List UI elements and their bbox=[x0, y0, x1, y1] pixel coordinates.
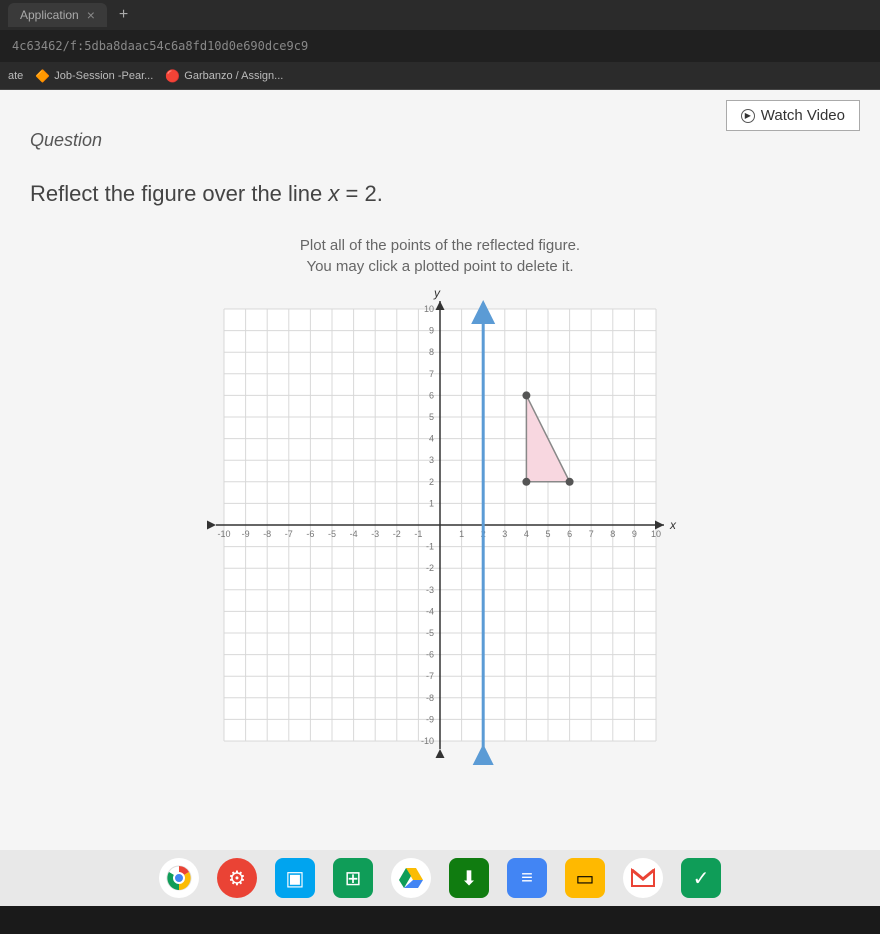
svg-text:-5: -5 bbox=[426, 628, 434, 638]
docs-icon[interactable]: ≡ bbox=[507, 858, 547, 898]
bookmark-icon: 🔴 bbox=[165, 69, 180, 83]
watch-video-button[interactable]: ▶ Watch Video bbox=[726, 100, 860, 131]
bookmark-item[interactable]: 🔶 Job-Session -Pear... bbox=[35, 69, 153, 83]
svg-text:-10: -10 bbox=[217, 529, 230, 539]
svg-text:9: 9 bbox=[429, 326, 434, 336]
browser-tab-bar: Application × + bbox=[0, 0, 880, 30]
question-prefix: Reflect the figure over the line bbox=[30, 181, 328, 206]
svg-text:-8: -8 bbox=[263, 529, 271, 539]
svg-text:3: 3 bbox=[429, 455, 434, 465]
question-variable: x bbox=[328, 181, 339, 206]
svg-text:9: 9 bbox=[632, 529, 637, 539]
close-icon[interactable]: × bbox=[87, 7, 95, 23]
question-equals: = bbox=[339, 181, 364, 206]
bookmark-label: ate bbox=[8, 70, 23, 82]
tab-title: Application bbox=[20, 8, 79, 22]
store-icon[interactable]: ⬇ bbox=[449, 858, 489, 898]
svg-text:-4: -4 bbox=[426, 606, 434, 616]
question-text: Reflect the figure over the line x = 2. bbox=[30, 181, 850, 207]
svg-text:-3: -3 bbox=[371, 529, 379, 539]
question-suffix: . bbox=[377, 181, 383, 206]
svg-text:-6: -6 bbox=[426, 650, 434, 660]
watch-video-label: Watch Video bbox=[761, 107, 845, 124]
bookmark-label: Garbanzo / Assign... bbox=[184, 70, 283, 82]
svg-text:2: 2 bbox=[429, 477, 434, 487]
chart-container: -10 -9 -8 -7 -6 -5 -4 -3 -2 -1 1 2 3 4 5 6 7 8 9 10 -10 -9 -8 -… bbox=[30, 285, 850, 765]
question-value: 2 bbox=[364, 181, 376, 206]
bookmarks-bar: ate 🔶 Job-Session -Pear... 🔴 Garbanzo / … bbox=[0, 62, 880, 90]
instructions: Plot all of the points of the reflected … bbox=[30, 235, 850, 277]
svg-text:3: 3 bbox=[502, 529, 507, 539]
instruction-line: You may click a plotted point to delete … bbox=[30, 256, 850, 277]
svg-text:1: 1 bbox=[459, 529, 464, 539]
svg-text:-2: -2 bbox=[426, 563, 434, 573]
svg-text:-1: -1 bbox=[426, 542, 434, 552]
question-label: Question bbox=[30, 130, 850, 151]
settings-icon[interactable]: ⚙ bbox=[217, 858, 257, 898]
instruction-line: Plot all of the points of the reflected … bbox=[30, 235, 850, 256]
svg-text:-9: -9 bbox=[242, 529, 250, 539]
svg-text:y: y bbox=[433, 286, 441, 300]
url-text: 4c63462/f:5dba8daac54c6a8fd10d0e690dce9c… bbox=[12, 39, 308, 53]
svg-text:-2: -2 bbox=[393, 529, 401, 539]
svg-text:-3: -3 bbox=[426, 585, 434, 595]
svg-text:-7: -7 bbox=[426, 671, 434, 681]
bookmark-item[interactable]: ate bbox=[8, 70, 23, 82]
svg-text:7: 7 bbox=[429, 369, 434, 379]
svg-text:6: 6 bbox=[429, 390, 434, 400]
bookmark-icon: 🔶 bbox=[35, 69, 50, 83]
svg-text:8: 8 bbox=[610, 529, 615, 539]
svg-text:x: x bbox=[669, 518, 677, 532]
bookmark-label: Job-Session -Pear... bbox=[54, 70, 153, 82]
svg-text:5: 5 bbox=[429, 412, 434, 422]
files-icon[interactable]: ⊞ bbox=[333, 858, 373, 898]
svg-text:10: 10 bbox=[651, 529, 661, 539]
url-bar[interactable]: 4c63462/f:5dba8daac54c6a8fd10d0e690dce9c… bbox=[0, 30, 880, 62]
svg-text:8: 8 bbox=[429, 347, 434, 357]
explorer-icon[interactable]: ▭ bbox=[565, 858, 605, 898]
svg-text:-5: -5 bbox=[328, 529, 336, 539]
svg-text:-9: -9 bbox=[426, 714, 434, 724]
svg-text:6: 6 bbox=[567, 529, 572, 539]
svg-text:7: 7 bbox=[589, 529, 594, 539]
content-area: ▶ Watch Video Question Reflect the figur… bbox=[0, 90, 880, 850]
bookmark-item[interactable]: 🔴 Garbanzo / Assign... bbox=[165, 69, 283, 83]
svg-text:-10: -10 bbox=[421, 736, 434, 746]
chrome-icon[interactable] bbox=[159, 858, 199, 898]
svg-text:5: 5 bbox=[545, 529, 550, 539]
taskbar: ⚙ ▣ ⊞ ⬇ ≡ ▭ ✓ bbox=[0, 850, 880, 906]
news-icon[interactable]: ▣ bbox=[275, 858, 315, 898]
svg-text:4: 4 bbox=[429, 434, 434, 444]
svg-text:4: 4 bbox=[524, 529, 529, 539]
browser-tab[interactable]: Application × bbox=[8, 3, 107, 27]
svg-text:-7: -7 bbox=[285, 529, 293, 539]
svg-text:1: 1 bbox=[429, 498, 434, 508]
svg-text:-8: -8 bbox=[426, 693, 434, 703]
new-tab-button[interactable]: + bbox=[111, 6, 136, 24]
gmail-icon[interactable] bbox=[623, 858, 663, 898]
svg-text:-4: -4 bbox=[350, 529, 358, 539]
svg-text:-1: -1 bbox=[414, 529, 422, 539]
svg-text:-6: -6 bbox=[306, 529, 314, 539]
svg-text:10: 10 bbox=[424, 304, 434, 314]
app-icon[interactable]: ✓ bbox=[681, 858, 721, 898]
drive-icon[interactable] bbox=[391, 858, 431, 898]
coordinate-plane[interactable]: -10 -9 -8 -7 -6 -5 -4 -3 -2 -1 1 2 3 4 5 6 7 8 9 10 -10 -9 -8 -… bbox=[200, 285, 680, 765]
play-icon: ▶ bbox=[741, 109, 755, 123]
